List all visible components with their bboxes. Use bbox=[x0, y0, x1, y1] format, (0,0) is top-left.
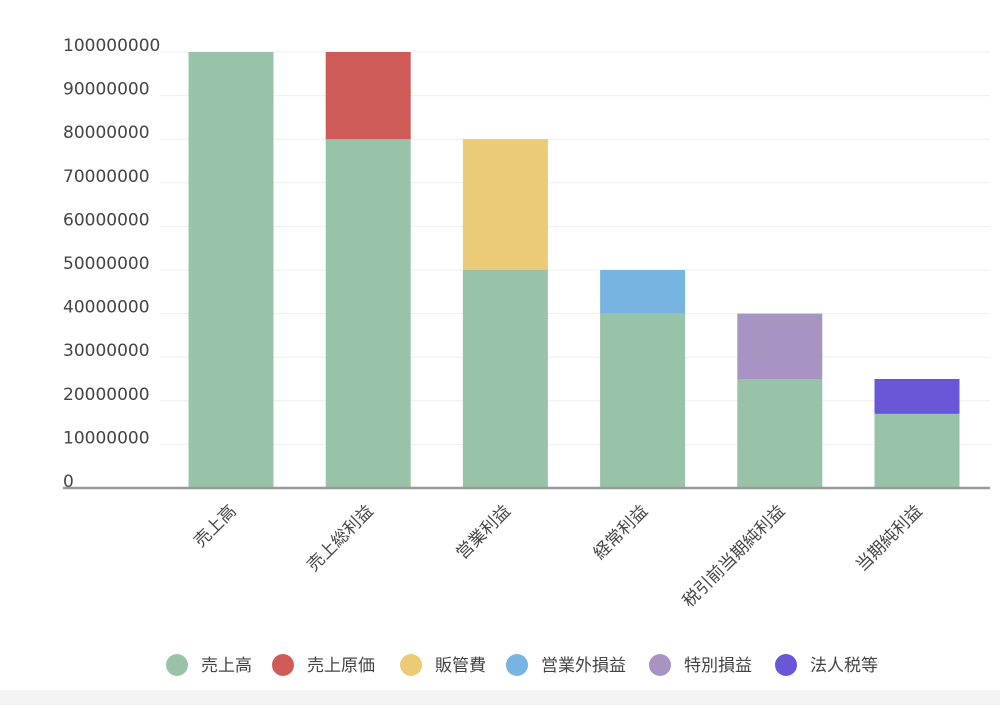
legend-label[interactable]: 売上原価 bbox=[307, 656, 375, 676]
y-tick-label: 10000000 bbox=[63, 428, 150, 448]
legend-swatch bbox=[166, 654, 188, 676]
gridlines bbox=[160, 51, 990, 445]
legend: 売上高 売上原価 販管費 営業外損益 特別損益 法人税等 bbox=[166, 654, 878, 676]
y-axis-ticks: 0 10000000 20000000 30000000 40000000 5000000… bbox=[63, 36, 160, 492]
y-tick-label: 0 bbox=[63, 472, 74, 492]
x-tick-label: 売上高 bbox=[190, 501, 240, 551]
x-tick-label: 営業利益 bbox=[453, 501, 515, 563]
bar-0-series-0[interactable] bbox=[188, 52, 274, 488]
x-tick-label: 当期純利益 bbox=[852, 501, 926, 575]
bar-2-series-2[interactable] bbox=[462, 139, 548, 270]
y-tick-label: 60000000 bbox=[63, 210, 150, 230]
legend-swatch bbox=[649, 654, 671, 676]
legend-swatch bbox=[400, 654, 422, 676]
y-tick-label: 80000000 bbox=[63, 123, 150, 143]
bar-1-series-1[interactable] bbox=[325, 52, 411, 140]
bar-2-series-0[interactable] bbox=[462, 270, 548, 488]
legend-label[interactable]: 売上高 bbox=[201, 656, 252, 676]
legend-label[interactable]: 法人税等 bbox=[810, 656, 878, 676]
x-tick-label: 税引前当期純利益 bbox=[679, 501, 789, 611]
y-tick-label: 20000000 bbox=[63, 385, 150, 405]
bar-3-series-3[interactable] bbox=[600, 270, 686, 314]
legend-label[interactable]: 営業外損益 bbox=[541, 656, 626, 676]
legend-label[interactable]: 販管費 bbox=[435, 656, 486, 676]
legend-swatch bbox=[775, 654, 797, 676]
x-tick-label: 売上総利益 bbox=[303, 501, 377, 575]
bars bbox=[188, 52, 960, 488]
y-tick-label: 50000000 bbox=[63, 254, 150, 274]
y-tick-label: 40000000 bbox=[63, 298, 150, 318]
bar-4-series-4[interactable] bbox=[737, 313, 823, 379]
y-tick-label: 70000000 bbox=[63, 167, 150, 187]
y-tick-label: 100000000 bbox=[63, 36, 160, 56]
bar-5-series-0[interactable] bbox=[874, 413, 960, 488]
y-tick-label: 90000000 bbox=[63, 80, 150, 100]
bar-4-series-0[interactable] bbox=[737, 379, 823, 488]
bottom-strip bbox=[0, 690, 1000, 705]
legend-label[interactable]: 特別損益 bbox=[684, 656, 752, 676]
bar-1-series-0[interactable] bbox=[325, 139, 411, 488]
x-tick-label: 経常利益 bbox=[590, 501, 652, 563]
legend-swatch bbox=[272, 654, 294, 676]
bar-3-series-0[interactable] bbox=[600, 313, 686, 488]
y-tick-label: 30000000 bbox=[63, 341, 150, 361]
legend-swatch bbox=[506, 654, 528, 676]
x-axis-ticks: 売上高 売上総利益 営業利益 経常利益 税引前当期純利益 当期純利益 bbox=[190, 501, 926, 611]
bar-5-series-5[interactable] bbox=[874, 379, 960, 414]
